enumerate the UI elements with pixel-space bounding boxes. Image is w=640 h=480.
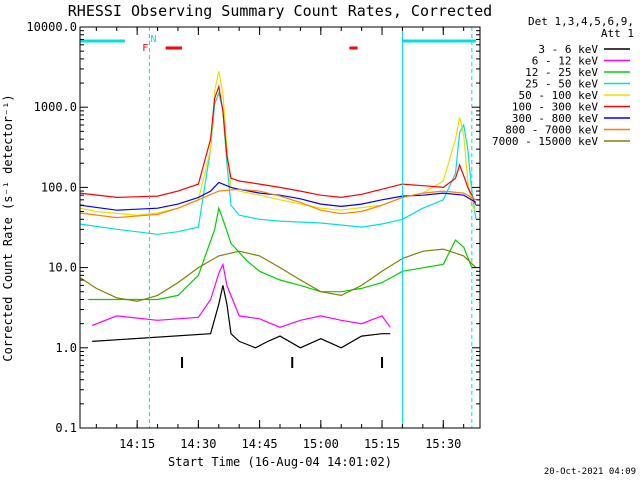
series-line-8: [79, 188, 477, 219]
y-tick-label-3: 10.0: [48, 261, 77, 275]
flag-layer: FN: [80, 34, 476, 54]
series-line-4: [79, 91, 477, 235]
legend-entry-6: 100 - 300 keV: [512, 101, 598, 114]
series-line-6: [79, 84, 477, 206]
legend-entry-4: 25 - 50 keV: [525, 78, 598, 91]
y-tick-label-6: 10000.0: [26, 20, 77, 34]
x-tick-label-6: 15:30: [425, 437, 461, 451]
timestamp: 20-Oct-2021 04:09: [544, 467, 636, 477]
legend-entry-8: 800 - 7000 keV: [505, 124, 598, 137]
y-tick-label-4: 100.0: [41, 180, 77, 194]
x-tick-label-5: 15:15: [364, 437, 400, 451]
series-line-7: [79, 181, 477, 211]
legend-entry-9: 7000 - 15000 keV: [492, 135, 598, 148]
legend-entry-3: 12 - 25 keV: [525, 66, 598, 79]
x-tick-label-2: 14:30: [180, 437, 216, 451]
y-axis-label: Corrected Count Rate (s⁻¹ detector⁻¹): [1, 94, 15, 361]
legend-header-line-1: Det 1,3,4,5,6,9,: [528, 15, 634, 28]
y-tick-label-2: 1.0: [55, 341, 77, 355]
series-line-9: [79, 248, 477, 302]
x-tick-label-3: 14:45: [242, 437, 278, 451]
chart-title: RHESSI Observing Summary Count Rates, Co…: [68, 2, 492, 20]
plot-frame: [79, 26, 481, 429]
y-tick-label-5: 1000.0: [34, 100, 77, 114]
legend-entry-1: 3 - 6 keV: [538, 43, 598, 56]
x-tick-label-1: 14:15: [119, 437, 155, 451]
series-line-1: [92, 285, 391, 349]
x-axis-label: Start Time (16-Aug-04 14:01:02): [168, 455, 392, 469]
series-line-5: [79, 71, 477, 216]
legend-header-line-2: Att 1: [601, 27, 634, 40]
y-tick-label-1: 0.1: [55, 421, 77, 435]
series-line-3: [88, 205, 473, 301]
series-layer: [79, 71, 477, 349]
legend-entry-2: 6 - 12 keV: [532, 55, 599, 68]
legend-entry-5: 50 - 100 keV: [519, 89, 599, 102]
x-axis: 14:15 14:30 14:45 15:00 15:15 15:30: [95, 27, 465, 451]
y-axis: 0.1 1.0 10.0 100.0 1000.0 10000.0: [26, 20, 480, 435]
vline-layer: [79, 27, 473, 428]
series-line-2: [91, 262, 391, 328]
flag-label-2: N: [150, 34, 156, 45]
marker-layer: [181, 357, 384, 368]
flag-label-1: F: [142, 43, 148, 54]
x-tick-label-4: 15:00: [303, 437, 339, 451]
legend-entry-7: 300 - 800 keV: [512, 112, 598, 125]
